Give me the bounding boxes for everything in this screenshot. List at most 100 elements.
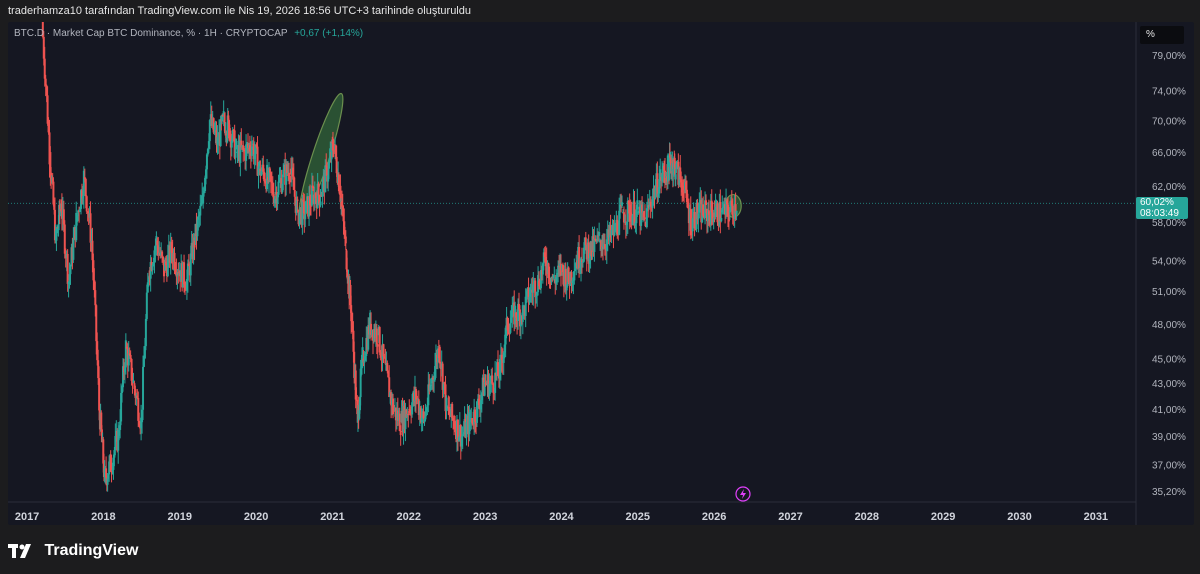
symbol-legend[interactable]: BTC.D · Market Cap BTC Dominance, % · 1H… bbox=[14, 28, 363, 39]
x-tick-label: 2024 bbox=[549, 511, 574, 523]
candle-body bbox=[570, 272, 573, 284]
y-tick-label: 35,20% bbox=[1152, 487, 1186, 498]
candle-body bbox=[369, 312, 372, 335]
candle-body bbox=[203, 191, 206, 194]
candle-body bbox=[693, 212, 696, 229]
candle-body bbox=[143, 346, 146, 359]
candle-body bbox=[588, 258, 591, 264]
y-tick-label: 62,00% bbox=[1152, 182, 1186, 193]
candle-body bbox=[207, 141, 210, 149]
candle-body bbox=[619, 204, 622, 211]
candle-body bbox=[310, 185, 313, 206]
candle-body bbox=[330, 142, 333, 160]
candle-body bbox=[142, 358, 145, 367]
candle-body bbox=[552, 275, 555, 279]
candle-body bbox=[534, 280, 537, 298]
candle-body bbox=[293, 189, 296, 197]
candle-body bbox=[716, 203, 719, 223]
candle-body bbox=[295, 199, 298, 213]
candle-body bbox=[712, 218, 715, 223]
symbol-info: BTC.D · Market Cap BTC Dominance, % · 1H… bbox=[14, 28, 288, 39]
candle-body bbox=[75, 212, 78, 241]
candle-body bbox=[420, 417, 423, 423]
candle-body bbox=[153, 250, 156, 263]
candle-body bbox=[223, 120, 226, 123]
candle-body bbox=[79, 208, 82, 212]
candle-body bbox=[446, 406, 449, 409]
candle-body bbox=[282, 169, 285, 178]
candle-body bbox=[111, 469, 114, 471]
candle-body bbox=[253, 153, 256, 159]
x-tick-label: 2029 bbox=[931, 511, 955, 523]
candle-body bbox=[697, 213, 700, 220]
candle-body bbox=[82, 170, 85, 196]
y-tick-label: 74,00% bbox=[1152, 86, 1186, 97]
candle-body bbox=[227, 115, 230, 121]
candle-body bbox=[698, 202, 701, 213]
candle-body bbox=[635, 209, 638, 224]
candle-body bbox=[173, 252, 176, 269]
candle-body bbox=[714, 206, 717, 218]
candle-body bbox=[258, 161, 261, 167]
candle-body bbox=[277, 181, 280, 195]
candle-body bbox=[641, 204, 644, 213]
candle-body bbox=[424, 411, 427, 420]
candle-body bbox=[722, 207, 725, 209]
footer-brand[interactable]: TradingView bbox=[8, 540, 138, 562]
price-chart[interactable]: 79,00% 74,00% 70,00% 66,00% 62,00% 58,00% 54,0… bbox=[8, 22, 1194, 525]
candle-body bbox=[344, 236, 347, 244]
candle-body bbox=[58, 205, 61, 213]
candle-body bbox=[702, 204, 705, 216]
candle-body bbox=[457, 437, 460, 441]
candle-body bbox=[434, 366, 437, 380]
candle-body bbox=[500, 354, 503, 360]
candle-body bbox=[42, 36, 45, 59]
candle-body bbox=[93, 280, 96, 291]
candle-body bbox=[353, 351, 356, 378]
candle-body bbox=[573, 271, 576, 281]
x-tick-label: 2023 bbox=[473, 511, 497, 523]
candle-body bbox=[189, 253, 192, 276]
candle-body bbox=[405, 409, 408, 418]
candle-body bbox=[636, 200, 639, 210]
candle-body bbox=[324, 165, 327, 193]
candle-body bbox=[379, 352, 382, 358]
candle-body bbox=[454, 422, 457, 430]
candle-body bbox=[616, 219, 619, 235]
candle-body bbox=[118, 429, 121, 436]
lightning-icon bbox=[735, 486, 751, 502]
candle-body bbox=[145, 292, 148, 319]
candle-body bbox=[285, 164, 288, 185]
tradingview-logo-icon bbox=[8, 544, 31, 558]
brand-name: TradingView bbox=[44, 542, 139, 559]
candle-body bbox=[491, 375, 494, 384]
candle-body bbox=[144, 318, 147, 347]
last-price-badge: 60,02% 08:03:49 bbox=[1136, 197, 1188, 219]
candle-body bbox=[535, 295, 538, 298]
candle-body bbox=[117, 429, 120, 451]
y-tick-label: 41,00% bbox=[1152, 405, 1186, 416]
candle-body bbox=[149, 261, 152, 279]
candle-body bbox=[257, 166, 260, 176]
candle-body bbox=[392, 398, 395, 415]
candle-body bbox=[41, 22, 44, 37]
candle-body bbox=[219, 119, 222, 147]
chart-panel[interactable]: 79,00% 74,00% 70,00% 66,00% 62,00% 58,00% 54,0… bbox=[8, 22, 1194, 525]
candle-body bbox=[163, 261, 166, 271]
candle-body bbox=[50, 172, 53, 182]
percent-scale-button[interactable]: % bbox=[1140, 26, 1184, 44]
candle-body bbox=[596, 235, 599, 242]
y-tick-label: 48,00% bbox=[1152, 320, 1186, 331]
candle-body bbox=[479, 400, 482, 410]
candle-body bbox=[411, 402, 414, 415]
candle-body bbox=[386, 362, 389, 372]
candle-body bbox=[120, 392, 123, 422]
candle-body bbox=[183, 262, 186, 285]
y-tick-label: 51,00% bbox=[1152, 287, 1186, 298]
candle-body bbox=[626, 200, 629, 222]
candle-body bbox=[331, 142, 334, 144]
candle-body bbox=[474, 409, 477, 422]
candle-body bbox=[564, 269, 567, 291]
candle-body bbox=[622, 212, 625, 223]
candle-body bbox=[629, 212, 632, 215]
